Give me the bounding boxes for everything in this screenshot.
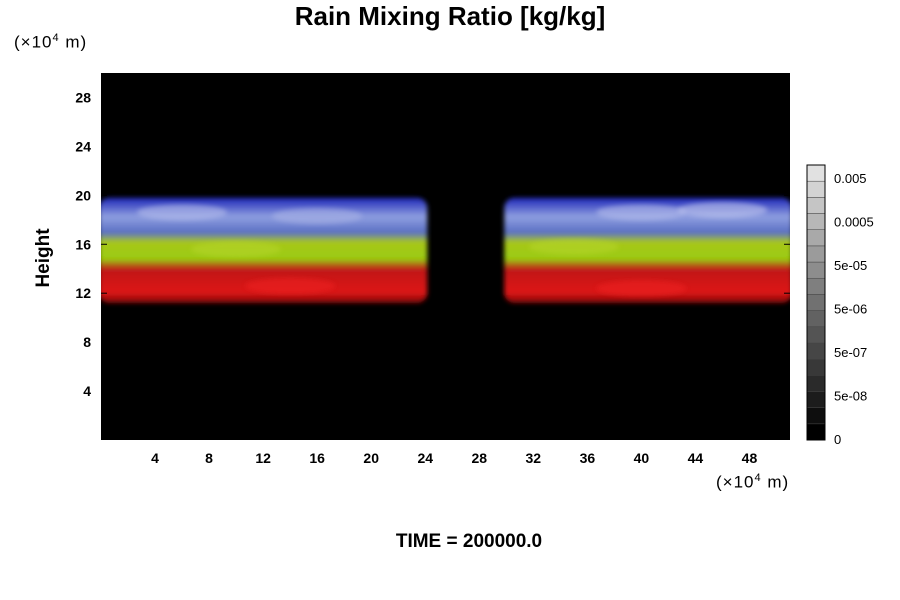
colorbar-label: 5e-07 [834,345,867,360]
x-axis-unit: (×104 m) [716,472,790,492]
x-tick-label: 28 [471,450,487,466]
colorbar-swatch [806,245,826,263]
y-tick-label: 24 [75,138,91,154]
band-texture [245,277,336,294]
x-tick-label: 12 [255,450,271,466]
band-texture [528,238,619,255]
y-tick-label: 28 [75,89,91,105]
colorbar-label: 0.0005 [834,215,874,230]
x-tick-label: 4 [151,450,159,466]
x-tick-label: 48 [742,450,758,466]
x-tick-label: 36 [580,450,596,466]
x-tick-label: 20 [363,450,379,466]
colorbar-swatch [806,326,826,344]
colorbar-swatch [806,407,826,425]
band-texture [677,202,768,219]
y-tick-label: 12 [75,285,91,301]
rain-bands [101,197,790,303]
band-texture [596,204,687,221]
y-axis-unit: (×104 m) [14,32,88,52]
colorbar-swatch [806,229,826,247]
band-texture [137,204,228,221]
band-texture [272,208,363,225]
colorbar-swatch [806,310,826,328]
x-tick-label: 8 [205,450,213,466]
x-tick-label: 16 [309,450,325,466]
y-tick-label: 20 [75,187,91,203]
band-texture [191,241,282,258]
time-annotation: TIME = 200000.0 [395,531,543,552]
band-texture [596,280,687,297]
chart-title: Rain Mixing Ratio [kg/kg] [294,1,606,31]
colorbar-swatch [806,391,826,408]
colorbar-swatch [806,197,826,214]
colorbar-label: 5e-08 [834,389,867,404]
rain-band-segment [504,197,790,303]
colorbar-swatch [806,213,826,230]
colorbar-swatch [806,164,826,182]
colorbar-swatch [806,423,826,441]
colorbar-label: 5e-05 [834,258,867,273]
colorbar-label: 5e-06 [834,302,867,317]
x-tick-label: 40 [634,450,650,466]
x-tick-label: 32 [526,450,542,466]
colorbar-frame [806,164,826,441]
colorbar-label: 0.005 [834,171,867,186]
colorbar-swatch [806,294,826,311]
colorbar-swatch [806,261,826,279]
colorbar-swatch [806,180,826,198]
colorbar-swatch [806,358,826,376]
colorbar-swatch [806,375,826,392]
y-tick-label: 16 [75,236,91,252]
x-tick-label: 44 [688,450,704,466]
y-tick-label: 8 [83,334,91,350]
colorbar-swatch [806,277,826,295]
colorbar-swatch [806,342,826,360]
x-tick-label: 24 [417,450,433,466]
colorbar-label: 0 [834,432,841,447]
y-tick-label: 4 [83,383,91,399]
